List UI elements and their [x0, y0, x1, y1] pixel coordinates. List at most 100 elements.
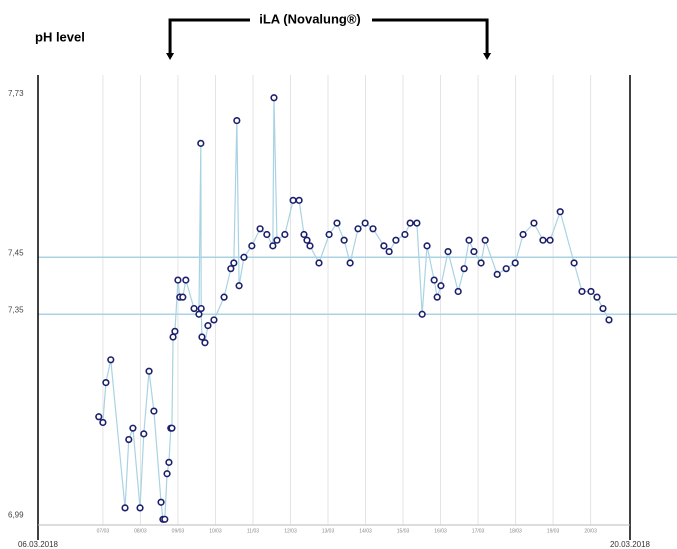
data-point — [140, 430, 148, 438]
data-point — [165, 458, 173, 466]
data-point — [169, 333, 177, 341]
data-line — [98, 97, 610, 520]
data-point — [197, 139, 205, 147]
data-point — [340, 236, 348, 244]
data-point — [578, 287, 586, 296]
data-point — [433, 293, 441, 301]
x-tick-label: 20/03 — [584, 528, 597, 534]
data-point — [325, 230, 333, 239]
data-point — [587, 287, 595, 296]
data-point — [346, 259, 354, 267]
annotation-arrow — [372, 18, 489, 54]
data-point — [210, 316, 218, 324]
y-tick-label: 6,99 — [8, 510, 24, 519]
data-point — [556, 208, 564, 216]
data-point — [444, 247, 452, 256]
data-point — [256, 225, 264, 233]
data-point — [248, 242, 256, 250]
data-point — [599, 304, 607, 313]
data-point — [380, 242, 388, 250]
data-point — [95, 413, 103, 421]
data-point — [230, 259, 238, 267]
data-point — [195, 310, 203, 318]
x-tick-label: 18/03 — [509, 528, 522, 534]
x-tick-label: 12/03 — [284, 528, 297, 534]
data-point — [168, 424, 176, 432]
data-point — [161, 515, 169, 523]
data-point — [300, 230, 308, 239]
data-point — [163, 470, 171, 478]
data-point — [354, 225, 362, 233]
data-point — [102, 378, 110, 387]
x-tick-label: 10/03 — [209, 528, 222, 534]
x-tick-label: 16/03 — [434, 528, 447, 534]
data-point — [240, 253, 248, 261]
data-point — [605, 316, 613, 324]
data-point — [204, 322, 212, 330]
data-point — [477, 259, 485, 267]
data-point — [235, 282, 243, 290]
annotation-text: iLA (Novalung®) — [259, 11, 361, 26]
data-point — [269, 242, 277, 250]
data-point — [263, 230, 271, 239]
data-point — [129, 424, 137, 432]
data-point — [289, 196, 297, 204]
end-date-label: 20.03.2018 — [610, 540, 651, 549]
x-tick-label: 17/03 — [472, 528, 485, 534]
data-point — [281, 230, 289, 239]
data-point — [121, 504, 129, 512]
data-point — [198, 333, 206, 341]
y-axis-label: pH level — [35, 29, 85, 44]
data-point — [470, 247, 478, 256]
data-point — [303, 236, 311, 244]
data-point — [273, 236, 281, 244]
data-point — [182, 276, 190, 284]
data-point — [465, 236, 473, 244]
data-point — [385, 247, 393, 256]
data-point — [197, 304, 205, 313]
data-point — [157, 498, 165, 506]
data-point — [413, 219, 421, 227]
x-tick-label: 13/03 — [322, 528, 335, 534]
data-point — [369, 225, 377, 233]
data-point — [125, 435, 133, 444]
start-date-label: 06.03.2018 — [18, 540, 59, 549]
data-point — [430, 276, 438, 284]
data-point — [220, 293, 228, 301]
data-point — [361, 219, 369, 227]
data-point — [406, 219, 414, 227]
data-point — [493, 270, 501, 278]
annotation-arrow — [168, 18, 250, 54]
data-point — [136, 504, 144, 512]
data-point — [315, 259, 323, 267]
data-point — [481, 236, 489, 244]
data-point — [418, 310, 426, 318]
data-point — [423, 242, 431, 250]
data-point — [502, 265, 510, 273]
data-point — [519, 230, 527, 239]
data-point — [99, 418, 107, 427]
y-tick-label: 7,73 — [8, 89, 24, 98]
data-point — [270, 94, 278, 102]
data-point — [227, 265, 235, 273]
arrow-head — [166, 53, 175, 60]
arrow-head — [483, 53, 492, 60]
x-tick-label: 09/03 — [172, 528, 185, 534]
y-tick-label: 7,35 — [8, 305, 24, 314]
data-point — [190, 304, 198, 313]
data-point — [460, 265, 468, 273]
data-point — [306, 242, 314, 250]
data-point — [179, 293, 187, 301]
y-tick-label: 7,45 — [8, 248, 24, 257]
data-point — [392, 236, 400, 244]
data-point — [401, 230, 409, 239]
data-point — [454, 287, 462, 296]
x-tick-label: 15/03 — [397, 528, 410, 534]
data-point — [295, 196, 303, 204]
x-tick-label: 07/03 — [97, 528, 110, 534]
data-point — [570, 259, 578, 267]
data-point — [233, 116, 241, 125]
data-point — [107, 356, 115, 364]
data-point — [530, 219, 538, 227]
